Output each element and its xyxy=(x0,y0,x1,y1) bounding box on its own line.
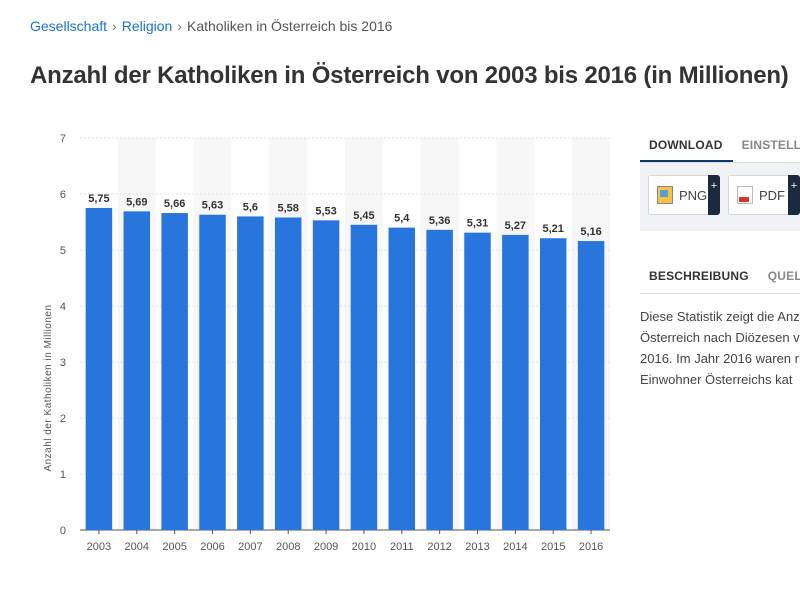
chart-x-ticks: 2003 2004 2005 2006 2007 2008 2009 2010 2011 2012… xyxy=(87,530,603,553)
chart-bar[interactable] xyxy=(123,211,151,531)
pdf-download-button[interactable]: PDF + xyxy=(728,175,800,215)
chart-bar[interactable] xyxy=(464,232,491,530)
chart-bar[interactable] xyxy=(85,208,113,530)
chart-bar[interactable] xyxy=(502,234,529,530)
chart-data-label: 5,31 xyxy=(467,218,488,230)
chart-bar[interactable] xyxy=(577,241,605,530)
chart-data-label: 5,53 xyxy=(315,205,336,217)
chart-bar[interactable] xyxy=(539,238,567,530)
chart-x-tick-label: 2010 xyxy=(352,541,376,553)
description-line: Diese Statistik zeigt die Anz xyxy=(640,309,800,324)
tab-quelle[interactable]: QUELLE xyxy=(767,269,800,283)
breadcrumb-link-gesellschaft[interactable]: Gesellschaft xyxy=(30,18,108,34)
chart-x-tick-label: 2009 xyxy=(314,541,338,553)
chart-data-label: 5,16 xyxy=(580,226,601,238)
chart-bar[interactable] xyxy=(388,227,416,530)
chart-bars xyxy=(85,208,605,531)
description-line: Österreich nach Diözesen v xyxy=(640,330,800,345)
chart-x-tick-label: 2006 xyxy=(200,541,224,553)
page-title: Anzahl der Katholiken in Österreich von … xyxy=(30,62,789,89)
chart-value-labels: 5,75 5,69 5,66 5,63 5,6 5,58 5,53 5,45 5,4 5,36 5,… xyxy=(88,193,602,238)
tab-beschreibung[interactable]: BESCHREIBUNG xyxy=(649,269,749,283)
chart-x-tick-label: 2013 xyxy=(465,541,489,553)
chart-x-tick-label: 2014 xyxy=(503,541,527,553)
breadcrumb-current: Katholiken in Österreich bis 2016 xyxy=(186,18,393,34)
pdf-button-label: PDF xyxy=(759,187,785,203)
chart-bar[interactable] xyxy=(161,213,188,530)
chart-x-tick-label: 2004 xyxy=(125,541,149,553)
tab-einstellungen[interactable]: EINSTELLUN xyxy=(741,138,800,152)
description-text: Diese Statistik zeigt die Anz Österreich… xyxy=(640,306,800,390)
chart-x-tick-label: 2007 xyxy=(238,541,262,553)
chart-x-tick-label: 2012 xyxy=(427,541,451,553)
chart-x-tick-label: 2003 xyxy=(87,541,111,553)
chart-y-tick-label: 6 xyxy=(60,189,66,201)
chart-x-tick-label: 2015 xyxy=(541,541,565,553)
breadcrumb-link-religion[interactable]: Religion xyxy=(121,18,173,34)
description-line: 2016. Im Jahr 2016 waren r xyxy=(640,351,799,366)
info-tabs: BESCHREIBUNG QUELLE xyxy=(640,261,800,294)
chart-data-label: 5,75 xyxy=(88,193,109,205)
chart-data-label: 5,36 xyxy=(429,215,450,227)
chart-y-tick-label: 4 xyxy=(60,301,66,313)
png-plus-icon[interactable]: + xyxy=(708,175,720,215)
chart-y-tick-label: 3 xyxy=(60,357,66,369)
breadcrumb-separator: › xyxy=(177,18,182,34)
chart-bar[interactable] xyxy=(350,224,378,531)
chart-y-tick-label: 5 xyxy=(60,245,66,257)
png-download-button[interactable]: PNG + xyxy=(648,175,720,215)
pdf-plus-icon[interactable]: + xyxy=(788,175,800,215)
download-tabs: DOWNLOAD EINSTELLUN xyxy=(640,130,800,163)
chart-bar[interactable] xyxy=(274,217,302,530)
chart-bar[interactable] xyxy=(426,229,453,530)
chart-data-label: 5,6 xyxy=(243,201,258,213)
chart-bar[interactable] xyxy=(237,216,264,530)
chart-y-axis-label: Anzahl der Katholiken in Millionen xyxy=(43,304,54,471)
chart-y-tick-label: 7 xyxy=(60,133,66,145)
bar-chart: 5,75 5,69 5,66 5,63 5,6 5,58 5,53 5,45 5,4 5,36 5,… xyxy=(43,133,610,553)
chart-x-tick-label: 2011 xyxy=(390,541,414,553)
chart-x-tick-label: 2016 xyxy=(579,541,603,553)
pdf-file-icon xyxy=(737,186,753,204)
chart-bar[interactable] xyxy=(312,220,340,530)
chart-y-tick-label: 0 xyxy=(60,525,66,537)
chart-data-label: 5,63 xyxy=(202,200,223,212)
chart-data-label: 5,66 xyxy=(164,198,185,210)
breadcrumb-separator: › xyxy=(112,18,117,34)
chart-bar[interactable] xyxy=(199,214,226,530)
chart-data-label: 5,27 xyxy=(505,220,526,232)
download-area: PNG + PDF + xyxy=(640,163,800,231)
chart-y-ticks: 0 1 2 3 4 5 6 7 xyxy=(60,133,66,537)
description-line: Einwohner Österreichs kat xyxy=(640,372,793,387)
png-button-label: PNG xyxy=(679,187,708,203)
chart-y-tick-label: 2 xyxy=(60,413,66,425)
chart-data-label: 5,58 xyxy=(278,203,299,215)
png-file-icon xyxy=(657,186,673,204)
chart-y-tick-label: 1 xyxy=(60,469,66,481)
chart-data-label: 5,45 xyxy=(353,210,374,222)
chart-data-label: 5,69 xyxy=(126,196,147,208)
breadcrumb: Gesellschaft › Religion › Katholiken in Öste… xyxy=(30,18,392,34)
chart-data-label: 5,21 xyxy=(543,223,564,235)
chart-x-tick-label: 2008 xyxy=(276,541,300,553)
side-panel: DOWNLOAD EINSTELLUN PNG + PDF + BESCHREI… xyxy=(640,130,800,390)
tab-download[interactable]: DOWNLOAD xyxy=(640,130,733,162)
chart-x-tick-label: 2005 xyxy=(162,541,186,553)
chart-data-label: 5,4 xyxy=(394,213,410,225)
